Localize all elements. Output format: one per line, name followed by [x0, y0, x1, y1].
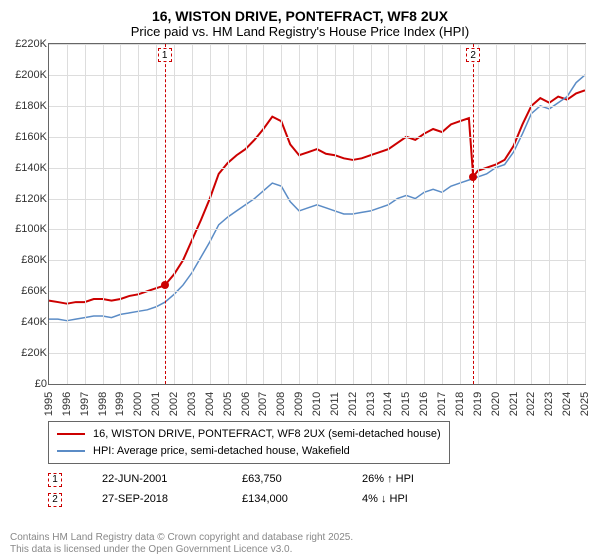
x-tick-label: 1999: [114, 392, 126, 416]
title-block: 16, WISTON DRIVE, PONTEFRACT, WF8 2UX Pr…: [10, 8, 590, 39]
x-tick-label: 2006: [240, 392, 252, 416]
x-tick-label: 2025: [579, 392, 591, 416]
x-tick-label: 2003: [186, 392, 198, 416]
y-tick-label: £40K: [21, 316, 49, 328]
y-tick-label: £180K: [15, 100, 49, 112]
marker-price: £134,000: [242, 490, 322, 510]
x-tick-label: 2012: [347, 392, 359, 416]
marker-badge-icon: 2: [48, 493, 62, 507]
y-tick-label: £20K: [21, 347, 49, 359]
attribution-line1: Contains HM Land Registry data © Crown c…: [10, 532, 590, 544]
y-tick-label: £0: [35, 378, 49, 390]
x-tick-label: 2001: [150, 392, 162, 416]
legend-swatch: [57, 433, 85, 435]
sale-marker-dot: [469, 173, 477, 181]
sale-marker-badge: 1: [158, 48, 172, 62]
x-tick-label: 2024: [561, 392, 573, 416]
x-tick-label: 2009: [293, 392, 305, 416]
chart-container: 16, WISTON DRIVE, PONTEFRACT, WF8 2UX Pr…: [0, 0, 600, 560]
marker-delta: 4% ↓ HPI: [362, 490, 408, 510]
x-tick-label: 2023: [543, 392, 555, 416]
y-tick-label: £200K: [15, 69, 49, 81]
x-tick-label: 2019: [472, 392, 484, 416]
x-tick-label: 2018: [454, 392, 466, 416]
sale-marker-dot: [161, 281, 169, 289]
sale-marker-line: [473, 44, 474, 384]
x-tick-label: 2017: [436, 392, 448, 416]
x-tick-label: 2008: [275, 392, 287, 416]
x-tick-label: 2002: [168, 392, 180, 416]
sale-marker-badge: 2: [466, 48, 480, 62]
plot-region: £0£20K£40K£60K£80K£100K£120K£140K£160K£1…: [48, 43, 586, 385]
x-tick-label: 2004: [204, 392, 216, 416]
x-tick-label: 2014: [382, 392, 394, 416]
marker-date: 27-SEP-2018: [102, 490, 202, 510]
x-tick-label: 2007: [257, 392, 269, 416]
marker-price: £63,750: [242, 470, 322, 490]
x-tick-label: 2010: [311, 392, 323, 416]
legend-item: HPI: Average price, semi-detached house,…: [57, 443, 441, 460]
attribution-line2: This data is licensed under the Open Gov…: [10, 544, 590, 556]
x-tick-label: 1997: [79, 392, 91, 416]
marker-date: 22-JUN-2001: [102, 470, 202, 490]
y-tick-label: £100K: [15, 223, 49, 235]
marker-table: 1 22-JUN-2001 £63,750 26% ↑ HPI 2 27-SEP-2018…: [48, 470, 590, 510]
marker-delta: 26% ↑ HPI: [362, 470, 414, 490]
x-tick-label: 2021: [508, 392, 520, 416]
legend-swatch: [57, 450, 85, 452]
legend-label: HPI: Average price, semi-detached house,…: [93, 443, 350, 460]
y-tick-label: £220K: [15, 38, 49, 50]
x-tick-label: 2000: [132, 392, 144, 416]
y-tick-label: £120K: [15, 193, 49, 205]
x-tick-label: 2022: [525, 392, 537, 416]
y-tick-label: £160K: [15, 131, 49, 143]
x-tick-label: 2016: [418, 392, 430, 416]
x-tick-label: 1996: [61, 392, 73, 416]
x-tick-label: 2020: [490, 392, 502, 416]
legend-box: 16, WISTON DRIVE, PONTEFRACT, WF8 2UX (s…: [48, 421, 450, 464]
chart-area: £0 £20K £40K £60K £80K £100K £120K £140K £160K £1…: [10, 43, 590, 413]
y-tick-label: £60K: [21, 285, 49, 297]
marker-badge-icon: 1: [48, 473, 62, 487]
x-tick-label: 2005: [222, 392, 234, 416]
y-tick-label: £140K: [15, 162, 49, 174]
legend-label: 16, WISTON DRIVE, PONTEFRACT, WF8 2UX (s…: [93, 426, 441, 443]
x-tick-label: 1995: [43, 392, 55, 416]
y-tick-label: £80K: [21, 254, 49, 266]
attribution: Contains HM Land Registry data © Crown c…: [10, 532, 590, 556]
marker-table-row: 1 22-JUN-2001 £63,750 26% ↑ HPI: [48, 470, 590, 490]
x-tick-label: 2011: [329, 392, 341, 416]
title-line2: Price paid vs. HM Land Registry's House …: [10, 24, 590, 39]
sale-marker-line: [165, 44, 166, 384]
x-tick-label: 2015: [400, 392, 412, 416]
x-tick-label: 2013: [365, 392, 377, 416]
marker-table-row: 2 27-SEP-2018 £134,000 4% ↓ HPI: [48, 490, 590, 510]
title-line1: 16, WISTON DRIVE, PONTEFRACT, WF8 2UX: [10, 8, 590, 24]
x-tick-label: 1998: [97, 392, 109, 416]
legend-item: 16, WISTON DRIVE, PONTEFRACT, WF8 2UX (s…: [57, 426, 441, 443]
